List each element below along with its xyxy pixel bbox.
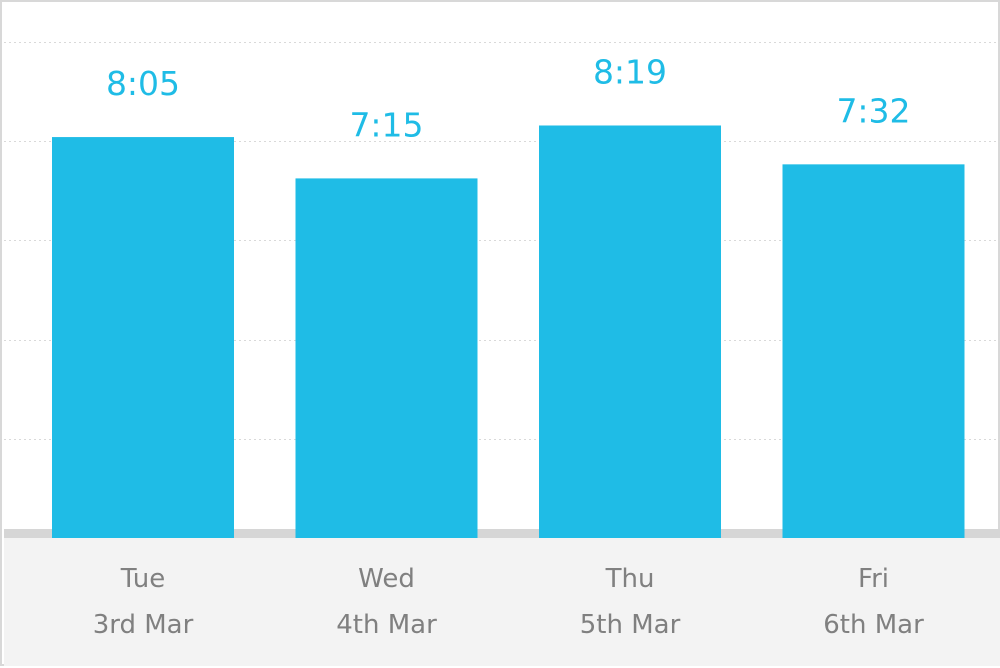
x-tick-date-label: 6th Mar [823,610,924,640]
bar-wed [295,178,478,538]
x-tick-day-label: Fri [858,564,889,594]
bar-fri [782,164,965,538]
x-axis-line [4,529,1000,538]
value-label: 8:19 [593,52,667,91]
value-label: 7:32 [836,91,910,130]
x-tick-date-label: 3rd Mar [93,610,194,640]
x-tick-day-label: Tue [120,564,165,594]
value-label: 8:05 [106,64,180,103]
bar-thu [539,125,721,539]
x-axis-band [4,530,1000,666]
value-label: 7:15 [349,105,423,144]
bar-tue [52,137,234,539]
x-tick-day-label: Thu [605,564,655,594]
x-tick-date-label: 5th Mar [580,610,681,640]
x-tick-day-label: Wed [358,564,415,594]
x-tick-date-label: 4th Mar [336,610,437,640]
